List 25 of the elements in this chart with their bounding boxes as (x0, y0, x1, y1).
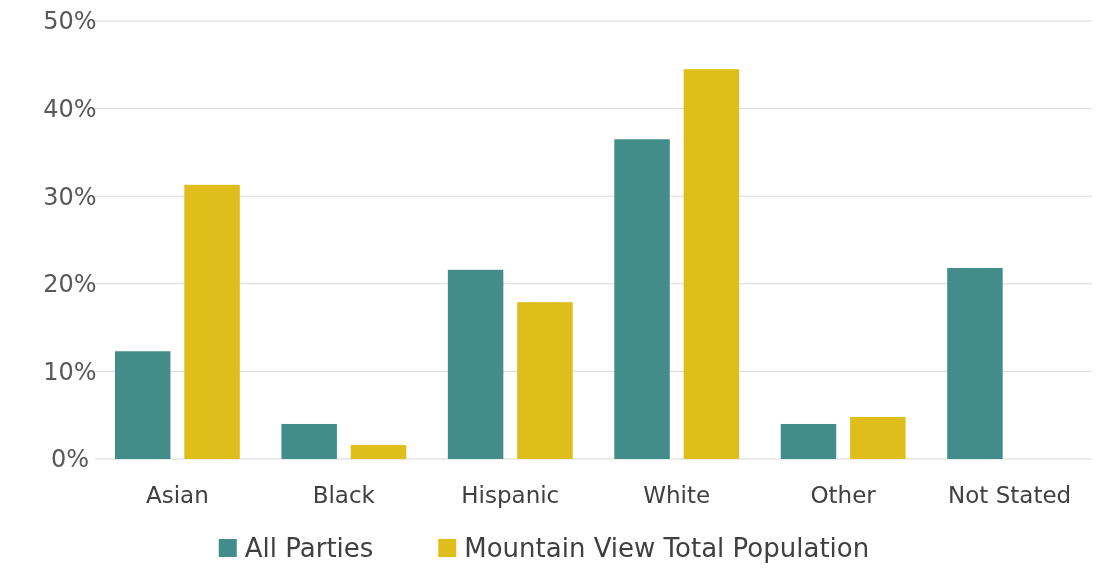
bar (517, 302, 573, 459)
bar (447, 269, 504, 459)
legend-label: All Parties (244, 533, 374, 563)
bar (114, 351, 171, 459)
bar (614, 139, 670, 459)
y-tick-label: 10% (43, 357, 97, 386)
bar (184, 184, 240, 459)
x-tick-label: Hispanic (461, 482, 560, 508)
x-tick-label: Not Stated (948, 482, 1072, 508)
bar (850, 416, 906, 459)
bar (281, 423, 337, 459)
y-tick-label: 40% (43, 95, 97, 123)
legend-label: Mountain View Total Population (464, 533, 870, 563)
x-tick-label: Black (312, 482, 376, 508)
bar (780, 423, 837, 459)
y-tick-label: 20% (43, 270, 97, 299)
x-tick-label: Other (810, 482, 877, 508)
y-tick-label: 0% (50, 445, 90, 474)
x-tick-label: Asian (146, 482, 209, 508)
y-tick-label: 50% (43, 7, 97, 36)
bar (683, 69, 740, 459)
bar (947, 268, 1003, 459)
y-tick-label: 30% (43, 182, 97, 211)
bar (350, 444, 407, 459)
x-tick-label: White (643, 482, 711, 508)
